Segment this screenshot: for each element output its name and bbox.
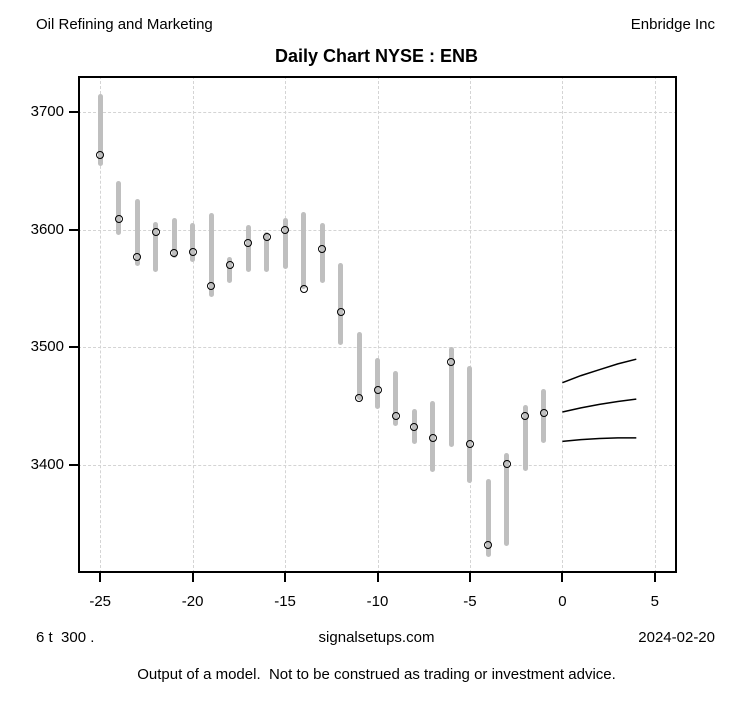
vertical-gridline bbox=[377, 76, 379, 573]
hl-bar bbox=[356, 332, 362, 401]
vertical-gridline bbox=[192, 76, 194, 573]
forecast-line-middle bbox=[562, 398, 637, 413]
close-point bbox=[225, 261, 234, 270]
x-axis-tick-label: 5 bbox=[650, 593, 659, 610]
forecast-line-lower bbox=[562, 437, 637, 443]
forecast-line-upper bbox=[562, 358, 637, 384]
hl-bar bbox=[375, 357, 380, 409]
close-point bbox=[465, 439, 474, 448]
x-axis-tick bbox=[468, 573, 471, 582]
close-point bbox=[96, 150, 105, 159]
footer-date: 2024-02-20 bbox=[638, 629, 715, 646]
close-point bbox=[391, 411, 400, 420]
hl-bar bbox=[171, 218, 177, 259]
x-axis-tick bbox=[99, 573, 102, 582]
y-axis-tick bbox=[69, 346, 78, 349]
close-point bbox=[336, 308, 345, 317]
x-axis-tick bbox=[653, 573, 656, 582]
close-point bbox=[244, 238, 253, 247]
hl-bar bbox=[504, 453, 510, 546]
close-point bbox=[151, 228, 160, 237]
close-point bbox=[355, 393, 363, 402]
hl-bar bbox=[134, 199, 140, 267]
vertical-gridline bbox=[100, 76, 102, 573]
close-point bbox=[447, 357, 456, 366]
close-point bbox=[207, 282, 216, 291]
company-label: Enbridge Inc bbox=[630, 16, 715, 33]
x-axis-tick bbox=[284, 573, 287, 582]
disclaimer-text: Output of a model. Not to be construed a… bbox=[137, 666, 616, 683]
hl-bar bbox=[448, 347, 454, 448]
horizontal-gridline bbox=[78, 347, 677, 349]
x-axis-tick-label: -10 bbox=[366, 593, 389, 610]
hl-bar bbox=[393, 370, 399, 427]
y-axis-tick-label: 3700 bbox=[30, 103, 64, 121]
horizontal-gridline bbox=[78, 229, 677, 231]
hl-bar bbox=[153, 221, 159, 273]
sector-label: Oil Refining and Marketing bbox=[36, 16, 213, 33]
hl-bar bbox=[190, 222, 196, 262]
x-axis-tick bbox=[561, 573, 564, 582]
hl-bar bbox=[208, 213, 214, 297]
y-axis-tick bbox=[69, 111, 78, 114]
hl-bar bbox=[301, 212, 307, 289]
y-axis-tick bbox=[69, 228, 78, 231]
close-point bbox=[299, 284, 308, 293]
hl-bar bbox=[338, 262, 344, 346]
x-axis-tick-label: -5 bbox=[463, 593, 477, 610]
footer-site: signalsetups.com bbox=[318, 629, 435, 646]
x-axis-tick bbox=[376, 573, 379, 582]
close-point bbox=[539, 409, 548, 418]
hl-bar bbox=[319, 222, 325, 283]
horizontal-gridline bbox=[78, 464, 677, 466]
hl-bar bbox=[282, 218, 288, 269]
y-axis-tick-label: 3500 bbox=[30, 338, 64, 356]
vertical-gridline bbox=[562, 76, 564, 573]
close-point bbox=[170, 249, 179, 258]
vertical-gridline bbox=[469, 76, 471, 573]
chart-title: Daily Chart NYSE : ENB bbox=[274, 46, 479, 66]
close-point bbox=[281, 225, 290, 234]
close-point bbox=[484, 540, 493, 549]
close-point bbox=[188, 248, 197, 257]
hl-bar bbox=[485, 479, 491, 557]
hl-bar bbox=[264, 232, 270, 273]
plot-area bbox=[78, 76, 677, 573]
y-axis-tick-label: 3400 bbox=[30, 455, 64, 473]
close-point bbox=[133, 252, 142, 261]
horizontal-gridline bbox=[78, 112, 677, 114]
x-axis-tick-label: -25 bbox=[89, 593, 112, 610]
close-point bbox=[318, 244, 327, 253]
x-axis-tick bbox=[191, 573, 194, 582]
hl-bar bbox=[116, 180, 122, 235]
hl-bar bbox=[467, 366, 473, 483]
footer-code: 6 t 300 . bbox=[36, 629, 95, 646]
vertical-gridline bbox=[285, 76, 287, 573]
x-axis-tick-label: 0 bbox=[558, 593, 567, 610]
y-axis-tick bbox=[69, 463, 78, 466]
close-point bbox=[373, 385, 382, 394]
hl-bar bbox=[227, 256, 233, 283]
close-point bbox=[521, 411, 530, 420]
x-axis-tick-label: -15 bbox=[274, 593, 296, 610]
hl-bar bbox=[245, 225, 251, 273]
hl-bar bbox=[97, 93, 103, 167]
close-point bbox=[410, 423, 419, 432]
close-point bbox=[114, 215, 123, 224]
close-point bbox=[502, 459, 511, 468]
forecast-fan bbox=[562, 358, 637, 443]
close-point bbox=[428, 433, 437, 442]
vertical-gridline bbox=[654, 76, 656, 573]
x-axis-tick-label: -20 bbox=[181, 593, 204, 610]
hl-bar bbox=[522, 404, 528, 471]
y-axis-tick-label: 3600 bbox=[30, 220, 64, 238]
close-point bbox=[262, 232, 271, 241]
